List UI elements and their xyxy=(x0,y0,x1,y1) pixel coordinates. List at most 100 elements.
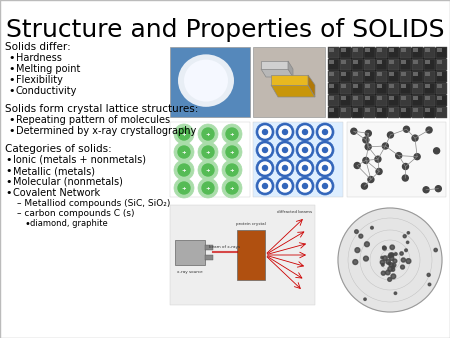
Circle shape xyxy=(316,177,334,195)
Text: Structure and Properties of SOLIDS: Structure and Properties of SOLIDS xyxy=(6,18,444,42)
Circle shape xyxy=(388,262,391,265)
Circle shape xyxy=(279,162,291,174)
Bar xyxy=(401,48,406,52)
Bar xyxy=(341,48,346,52)
Text: Repeating pattern of molecules: Repeating pattern of molecules xyxy=(16,115,170,125)
Circle shape xyxy=(174,142,194,162)
Bar xyxy=(424,107,435,118)
Circle shape xyxy=(276,141,294,159)
Circle shape xyxy=(283,147,288,152)
Circle shape xyxy=(434,148,440,154)
Bar xyxy=(437,84,442,88)
Circle shape xyxy=(283,129,288,135)
Circle shape xyxy=(256,123,274,141)
Text: +: + xyxy=(230,132,234,137)
Circle shape xyxy=(174,124,194,144)
Circle shape xyxy=(364,298,366,300)
Circle shape xyxy=(382,246,386,249)
Bar xyxy=(341,84,346,88)
Bar xyxy=(412,47,423,58)
Circle shape xyxy=(428,283,431,286)
Text: •: • xyxy=(5,155,12,165)
Bar xyxy=(401,72,406,76)
Bar xyxy=(340,59,351,70)
Circle shape xyxy=(279,144,291,156)
Bar xyxy=(436,59,447,70)
Bar xyxy=(376,95,387,106)
Circle shape xyxy=(402,164,409,169)
Bar xyxy=(389,72,394,76)
Circle shape xyxy=(392,263,396,267)
Circle shape xyxy=(222,160,242,180)
Bar xyxy=(413,108,418,112)
Polygon shape xyxy=(261,69,293,77)
Text: +: + xyxy=(182,150,186,155)
Bar xyxy=(376,59,387,70)
Circle shape xyxy=(389,253,393,257)
Circle shape xyxy=(371,226,373,229)
Bar xyxy=(424,71,435,82)
Text: +: + xyxy=(206,186,210,191)
Circle shape xyxy=(226,182,238,194)
Bar xyxy=(353,108,358,112)
Circle shape xyxy=(259,162,271,174)
Bar xyxy=(389,108,394,112)
Bar xyxy=(425,48,430,52)
Circle shape xyxy=(202,164,214,176)
Bar xyxy=(436,95,447,106)
Circle shape xyxy=(388,277,392,281)
Circle shape xyxy=(226,128,238,140)
Text: Conductivity: Conductivity xyxy=(16,86,77,96)
Bar xyxy=(340,71,351,82)
Circle shape xyxy=(174,160,194,180)
Circle shape xyxy=(316,141,334,159)
Bar xyxy=(340,95,351,106)
Bar xyxy=(437,60,442,64)
Bar xyxy=(329,72,334,76)
Circle shape xyxy=(381,271,385,275)
Bar xyxy=(436,107,447,118)
Circle shape xyxy=(386,270,390,275)
Circle shape xyxy=(392,266,395,268)
Bar xyxy=(401,60,406,64)
Bar xyxy=(340,83,351,94)
Circle shape xyxy=(276,159,294,177)
Polygon shape xyxy=(308,75,315,97)
Circle shape xyxy=(256,177,274,195)
Circle shape xyxy=(299,180,311,192)
Bar xyxy=(389,96,394,100)
Circle shape xyxy=(202,128,214,140)
Circle shape xyxy=(323,129,328,135)
Circle shape xyxy=(226,164,238,176)
Circle shape xyxy=(363,137,369,143)
Text: Metallic (metals): Metallic (metals) xyxy=(13,166,95,176)
Bar xyxy=(364,71,375,82)
Circle shape xyxy=(256,141,274,159)
Bar xyxy=(376,83,387,94)
Bar xyxy=(352,95,363,106)
Circle shape xyxy=(380,260,385,264)
Circle shape xyxy=(386,260,391,264)
Text: protein crystal: protein crystal xyxy=(236,222,266,226)
Bar xyxy=(377,60,382,64)
Bar xyxy=(353,84,358,88)
Circle shape xyxy=(382,143,388,149)
Bar xyxy=(377,84,382,88)
Circle shape xyxy=(412,135,418,141)
Bar xyxy=(329,108,334,112)
Polygon shape xyxy=(288,61,293,77)
Circle shape xyxy=(406,259,411,264)
Circle shape xyxy=(394,292,396,294)
Circle shape xyxy=(222,142,242,162)
Circle shape xyxy=(400,265,405,269)
Circle shape xyxy=(323,147,328,152)
Text: •: • xyxy=(8,115,14,125)
Text: – Metalliod compounds (SiC, SiO₂): – Metalliod compounds (SiC, SiO₂) xyxy=(17,199,171,208)
Text: •: • xyxy=(5,166,12,176)
Polygon shape xyxy=(271,85,315,97)
Text: Melting point: Melting point xyxy=(16,64,81,74)
Bar xyxy=(377,48,382,52)
Bar xyxy=(400,83,411,94)
Circle shape xyxy=(423,187,429,193)
Bar xyxy=(364,59,375,70)
